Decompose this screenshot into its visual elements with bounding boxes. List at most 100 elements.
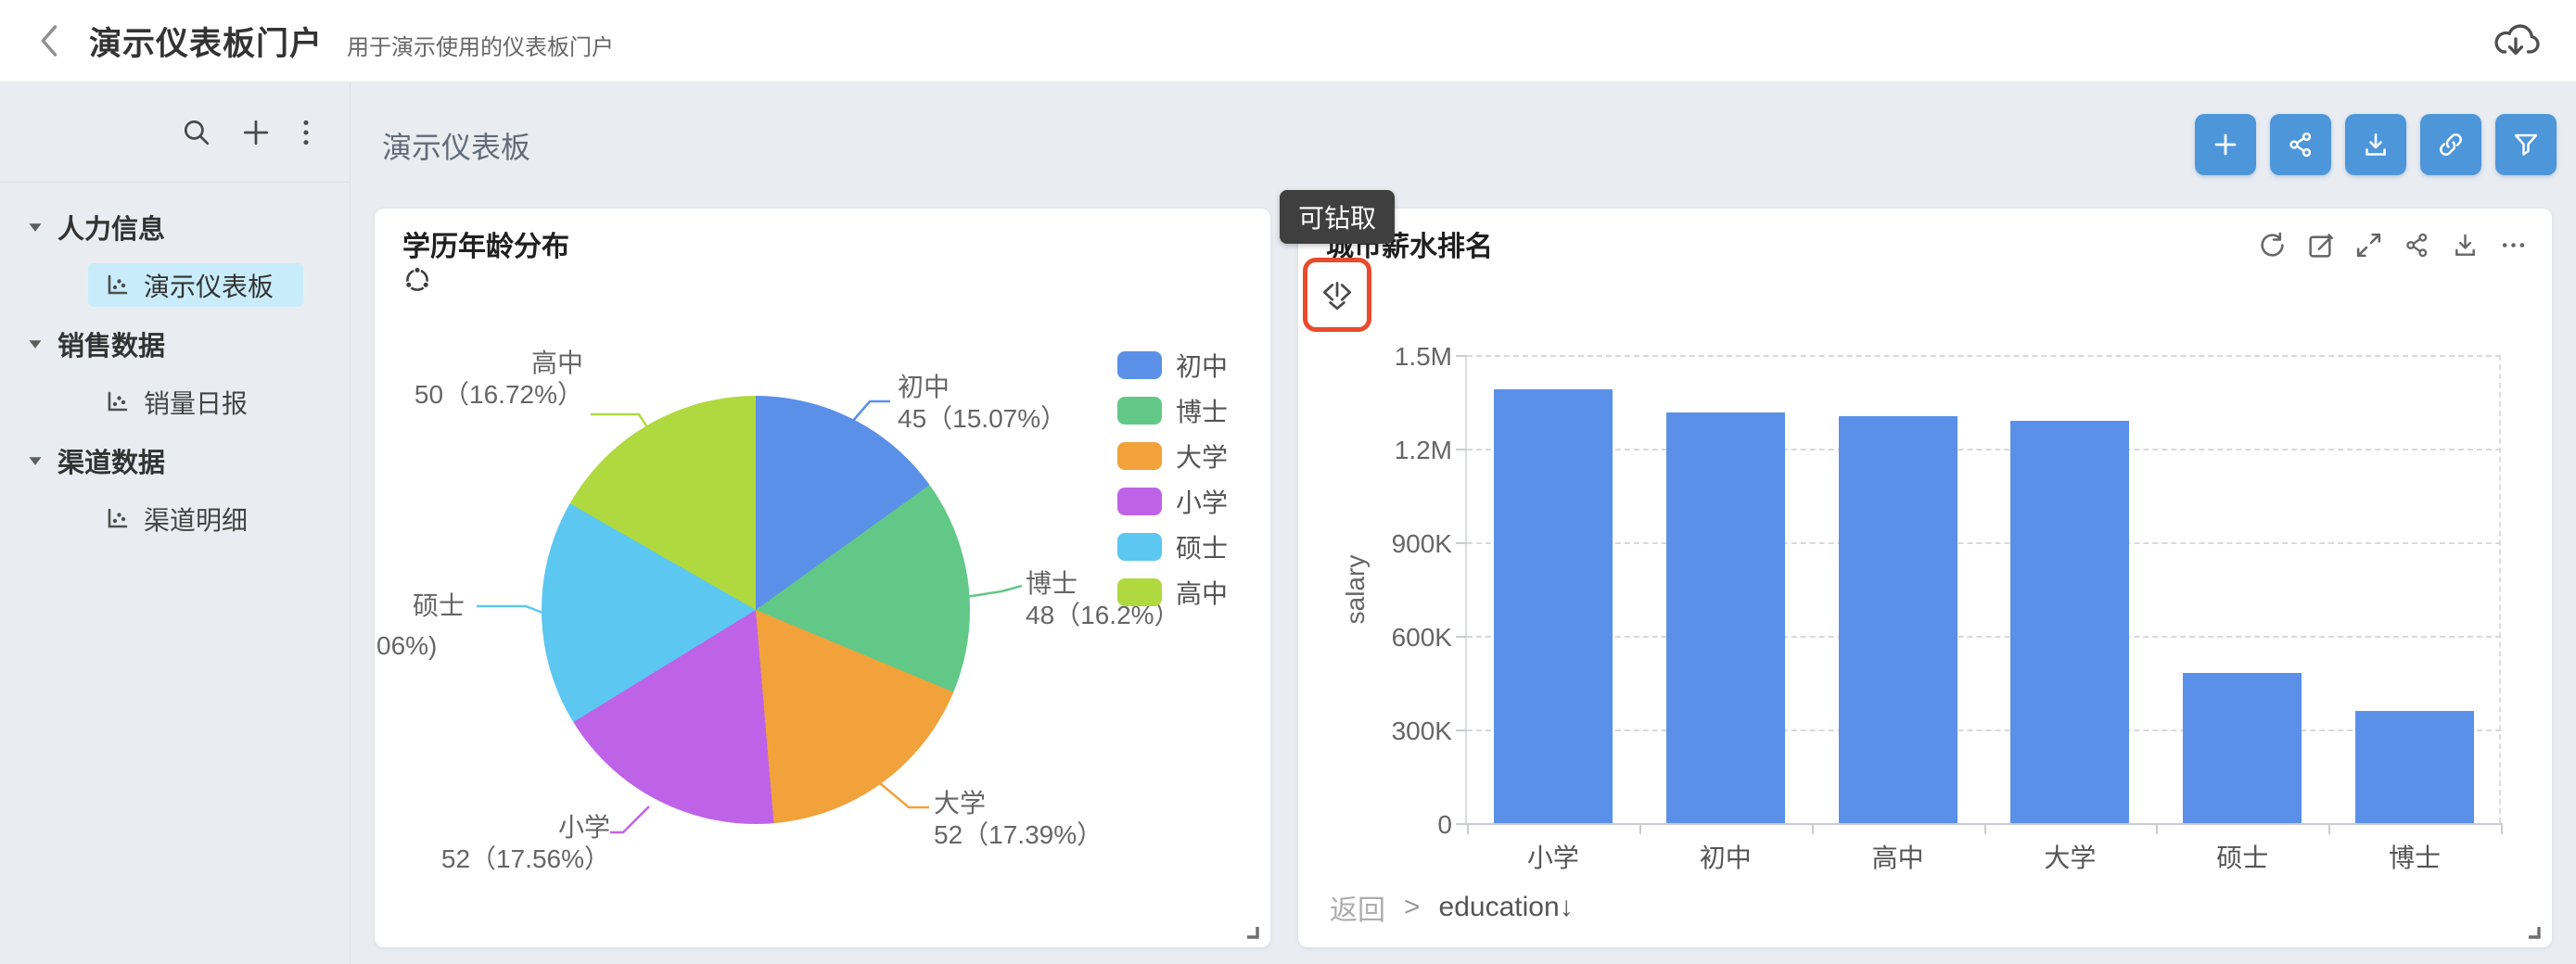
share-icon xyxy=(2289,132,2312,158)
gridline: 1.2M xyxy=(1395,436,2501,464)
pie-label-硕士: 硕士 xyxy=(413,591,465,620)
x-axis-tick xyxy=(1467,823,1469,834)
y-axis-line xyxy=(1465,355,1467,823)
linkage-icon[interactable] xyxy=(401,262,434,296)
gridline: 600K xyxy=(1392,623,2501,652)
add-icon[interactable] xyxy=(240,117,272,148)
cloud-download-button[interactable] xyxy=(2491,20,2541,63)
dashboard-tree: 人力信息 演示仪表板 销售数据 销量日报 渠道数据 渠道明细 xyxy=(0,183,350,548)
bar-slot xyxy=(1639,355,1812,823)
refresh-icon[interactable] xyxy=(2258,231,2287,260)
caret-down-icon xyxy=(29,457,42,465)
drill-down-button[interactable] xyxy=(1303,258,1371,332)
pie-chart[interactable] xyxy=(542,396,970,824)
pie-label-高中: 高中 50（16.72%） xyxy=(414,349,583,409)
tree-item-label: 销量日报 xyxy=(144,388,249,418)
bar-博士[interactable] xyxy=(2355,710,2475,823)
x-axis-tick xyxy=(2501,823,2503,834)
y-tick-label: 1.2M xyxy=(1394,436,1452,464)
bar-slot xyxy=(1812,355,1984,823)
drill-tooltip: 可钻取 xyxy=(1280,190,1396,244)
y-tick-label: 300K xyxy=(1391,717,1452,745)
share-icon[interactable] xyxy=(2403,231,2431,260)
legend-swatch xyxy=(1117,487,1162,515)
bar-高中[interactable] xyxy=(1838,415,1958,823)
drill-breadcrumb: 返回 > education↓ xyxy=(1330,887,1574,928)
resize-handle[interactable] xyxy=(1243,921,1263,942)
portal-title: 演示仪表板门户 xyxy=(89,25,324,62)
resize-handle[interactable] xyxy=(2524,921,2544,942)
link-button[interactable] xyxy=(2420,114,2481,175)
tree-group-sales[interactable]: 销售数据 xyxy=(0,314,350,373)
tree-item-channel-detail[interactable]: 渠道明细 xyxy=(0,489,350,548)
x-tick-label: 初中 xyxy=(1699,844,1752,872)
sidebar: 人力信息 演示仪表板 销售数据 销量日报 渠道数据 渠道明细 xyxy=(0,82,351,964)
pie-label-硕士-value: 06%) xyxy=(376,631,438,660)
bar-硕士[interactable] xyxy=(2183,673,2302,823)
filter-button[interactable] xyxy=(2495,114,2557,175)
breadcrumb-education[interactable]: education↓ xyxy=(1438,892,1574,922)
legend-item-初中[interactable]: 初中 xyxy=(1117,342,1228,387)
gridline: 900K xyxy=(1392,529,2501,558)
more-icon[interactable] xyxy=(2499,231,2528,260)
y-axis-title: salary xyxy=(1341,554,1370,624)
caret-down-icon xyxy=(29,223,42,232)
search-icon[interactable] xyxy=(181,117,212,148)
legend-label: 硕士 xyxy=(1176,533,1229,563)
legend-item-大学[interactable]: 大学 xyxy=(1117,433,1228,478)
chart-icon xyxy=(108,274,128,294)
gridline: 1.5M xyxy=(1395,342,2501,371)
bar-slot xyxy=(2156,355,2328,823)
bar-小学[interactable] xyxy=(1493,389,1613,823)
filter-icon xyxy=(2514,133,2538,156)
bar-slot xyxy=(1467,355,1639,823)
pie-card-title: 学历年龄分布 xyxy=(402,232,569,262)
edit-icon[interactable] xyxy=(2306,231,2335,260)
bar-初中[interactable] xyxy=(1665,412,1785,823)
legend-item-硕士[interactable]: 硕士 xyxy=(1117,524,1228,569)
more-vertical-icon[interactable] xyxy=(300,117,312,148)
page-toolbar xyxy=(2195,114,2557,175)
caret-down-icon xyxy=(29,340,42,349)
x-axis-labels: 小学 初中 高中 大学 硕士 博士 xyxy=(1467,838,2501,875)
download-icon xyxy=(2366,133,2386,156)
link-icon xyxy=(2440,133,2462,156)
bar-slot xyxy=(2328,355,2501,823)
tree-item-sales-daily[interactable]: 销量日报 xyxy=(0,373,350,431)
download-button[interactable] xyxy=(2345,114,2406,175)
x-tick-label: 大学 xyxy=(2044,844,2097,872)
x-axis-tick xyxy=(2328,823,2331,834)
tree-item-label: 渠道明细 xyxy=(144,505,249,535)
legend-label: 大学 xyxy=(1176,442,1229,472)
x-tick-label: 高中 xyxy=(1871,844,1924,872)
bar-chart-card: 可钻取 城市薪水排名 1.5M 1.2M 900K 600 xyxy=(1280,190,2552,947)
legend-item-博士[interactable]: 博士 xyxy=(1117,387,1228,433)
tree-group-hr[interactable]: 人力信息 xyxy=(0,197,350,256)
drill-icon xyxy=(1322,282,1352,311)
back-button[interactable] xyxy=(28,20,69,61)
legend-item-小学[interactable]: 小学 xyxy=(1117,478,1228,524)
y-tick-label: 0 xyxy=(1437,810,1452,839)
y-tick-label: 900K xyxy=(1391,529,1452,558)
tree-item-demo-dashboard[interactable]: 演示仪表板 xyxy=(0,256,350,314)
drill-back-link[interactable]: 返回 xyxy=(1330,895,1385,926)
pie-label-初中: 初中 45（15.07%） xyxy=(898,373,1067,433)
download-icon[interactable] xyxy=(2451,231,2480,260)
pie-chart-card: 学历年龄分布 初中 45（15.07%） 博士 48（16.2%） 大学 52（17.… xyxy=(375,209,1270,947)
bar-slot xyxy=(1983,355,2156,823)
chart-icon xyxy=(108,508,128,527)
pie-label-大学: 大学 52（17.39%） xyxy=(934,789,1103,849)
expand-icon[interactable] xyxy=(2354,231,2383,260)
legend-item-高中[interactable]: 高中 xyxy=(1117,569,1228,615)
add-widget-button[interactable] xyxy=(2195,114,2256,175)
legend-label: 高中 xyxy=(1176,578,1229,608)
legend-label: 小学 xyxy=(1176,488,1229,517)
breadcrumb-separator: > xyxy=(1404,892,1421,922)
x-axis-tick xyxy=(2156,823,2159,834)
tree-group-channel[interactable]: 渠道数据 xyxy=(0,431,350,489)
share-button[interactable] xyxy=(2270,114,2331,175)
portal-subtitle: 用于演示使用的仪表板门户 xyxy=(347,34,615,60)
bar-plot-area: 1.5M 1.2M 900K 600K 300K 0 小学 初中 高中 大学 硕士 博士 salar… xyxy=(1341,342,2503,872)
bar-大学[interactable] xyxy=(2010,420,2130,823)
legend-swatch xyxy=(1117,577,1162,606)
